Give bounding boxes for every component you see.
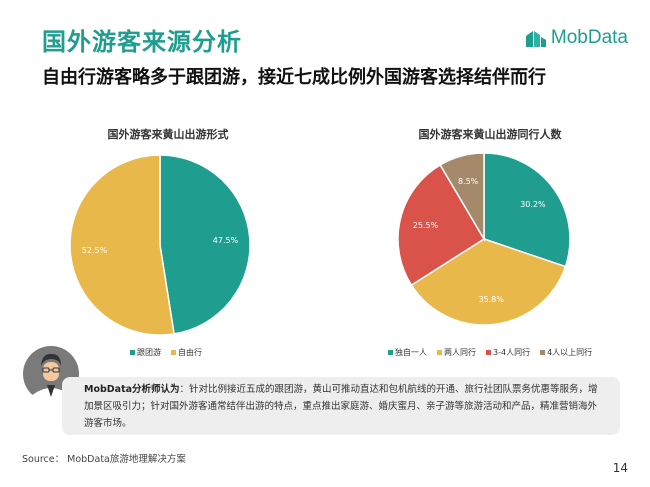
legend-travel-form: 跟团游 自由行	[130, 347, 202, 358]
page-number: 14	[612, 461, 628, 475]
companions-slice-3	[439, 152, 485, 242]
companions-legend-swatch-0	[388, 350, 393, 355]
slide-title: 国外游客来源分析	[42, 28, 242, 56]
companions-slice-1	[410, 238, 567, 326]
travel-form-data-label-1: 52.5%	[82, 246, 108, 255]
companions-legend-swatch-2	[486, 350, 491, 355]
companions-data-label-3: 8.5%	[458, 177, 479, 186]
companions-legend-label-3: 4人以上同行	[547, 348, 593, 357]
companions-slice-2	[397, 163, 486, 287]
travel-form-legend-swatch-0	[130, 350, 135, 355]
companions-legend-item-1: 两人同行	[437, 347, 476, 358]
travel-form-legend-label-0: 跟团游	[137, 348, 161, 357]
travel-form-legend-item-1: 自由行	[171, 347, 202, 358]
travel-form-legend-swatch-1	[171, 350, 176, 355]
companions-data-label-1: 35.8%	[478, 295, 504, 304]
source-note: Source： MobData旅游地理解决方案	[22, 454, 186, 465]
travel-form-data-label-0: 47.5%	[213, 236, 239, 245]
chart-title-travel-form: 国外游客来黄山出游形式	[107, 128, 229, 141]
analyst-name: MobData分析师认为	[84, 384, 180, 395]
companions-legend-label-2: 3-4人同行	[493, 348, 531, 357]
companions-slice-0	[483, 152, 571, 268]
analyst-comment-box: MobData分析师认为：针对比例接近五成的跟团游，黄山可推动直达和包机航线的开…	[62, 377, 620, 435]
headline: 自由行游客略多于跟团游，接近七成比例外国游客选择结伴而行	[42, 67, 546, 88]
companions-legend-label-1: 两人同行	[444, 348, 476, 357]
brand-name: MobData	[550, 27, 628, 48]
companions-legend-label-0: 独自一人	[395, 348, 427, 357]
companions-legend-swatch-3	[540, 350, 546, 355]
travel-form-slice-0	[159, 154, 251, 335]
mobdata-logo-icon	[525, 31, 546, 47]
chart-title-companions: 国外游客来黄山出游同行人数	[418, 128, 562, 141]
pie-chart-companions: 30.2% 35.8% 25.5% 8.5%	[397, 152, 571, 326]
companions-data-label-2: 25.5%	[413, 221, 439, 230]
pie-chart-travel-form: 47.5% 52.5%	[69, 154, 251, 336]
travel-form-slice-1	[69, 154, 175, 336]
companions-legend-item-3: 4人以上同行	[540, 347, 592, 358]
companions-data-label-0: 30.2%	[520, 200, 546, 209]
travel-form-legend-item-0: 跟团游	[130, 347, 161, 358]
companions-legend-swatch-1	[437, 350, 442, 355]
brand-logo: MobData	[525, 27, 628, 49]
companions-legend-item-2: 3-4人同行	[486, 347, 530, 358]
travel-form-legend-label-1: 自由行	[178, 348, 202, 357]
analyst-comment-text: ：针对比例接近五成的跟团游，黄山可推动直达和包机航线的开通、旅行社团队票务优惠等…	[84, 384, 598, 429]
legend-companions: 独自一人 两人同行 3-4人同行 4人以上同行	[388, 347, 592, 358]
companions-legend-item-0: 独自一人	[388, 347, 427, 358]
